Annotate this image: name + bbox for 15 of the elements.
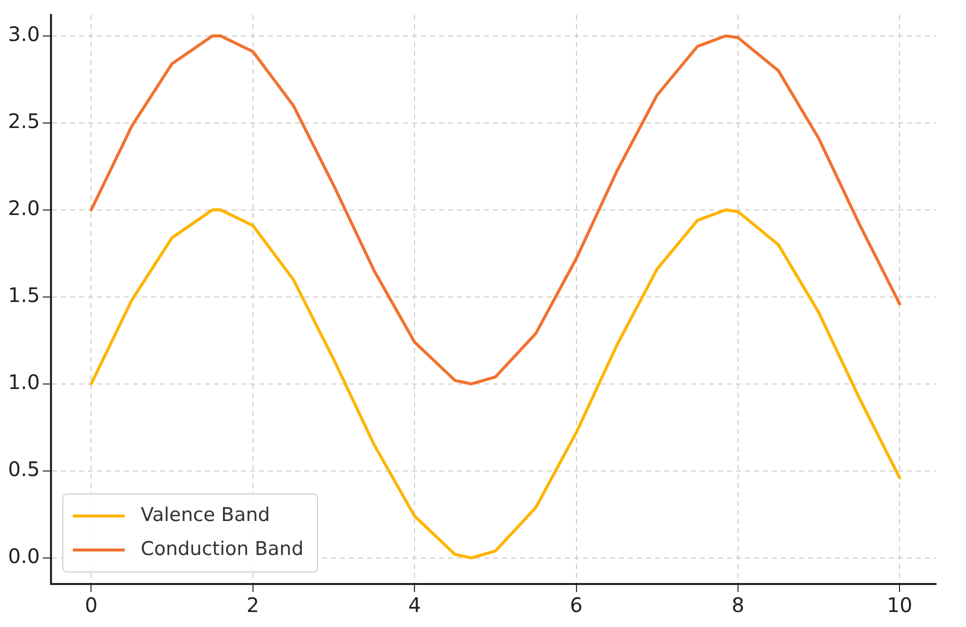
legend-label: Valence Band [140, 504, 270, 526]
y-tick-label: 2.0 [8, 196, 40, 220]
x-tick-label: 0 [84, 593, 98, 618]
x-tick-label: 10 [886, 593, 912, 618]
y-tick-label: 3.0 [8, 22, 40, 46]
x-tick-label: 6 [570, 593, 583, 618]
y-tick-label: 0.0 [8, 544, 40, 568]
y-tick-label: 1.0 [8, 370, 40, 394]
x-tick-label: 8 [732, 593, 744, 618]
y-tick-label: 1.5 [8, 283, 40, 308]
legend-label: Conduction Band [140, 538, 304, 560]
y-tick-label: 0.5 [8, 457, 40, 482]
y-tick-label: 2.5 [8, 109, 40, 134]
x-tick-label: 4 [408, 593, 421, 618]
x-tick-label: 2 [246, 593, 260, 618]
